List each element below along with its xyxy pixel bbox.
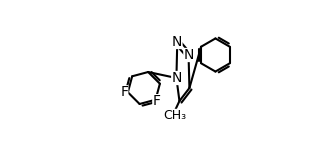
- Text: N: N: [183, 48, 194, 62]
- Text: F: F: [120, 85, 128, 99]
- Text: N: N: [171, 71, 182, 85]
- Text: F: F: [152, 94, 160, 108]
- Text: N: N: [172, 35, 183, 49]
- Text: CH₃: CH₃: [163, 109, 186, 122]
